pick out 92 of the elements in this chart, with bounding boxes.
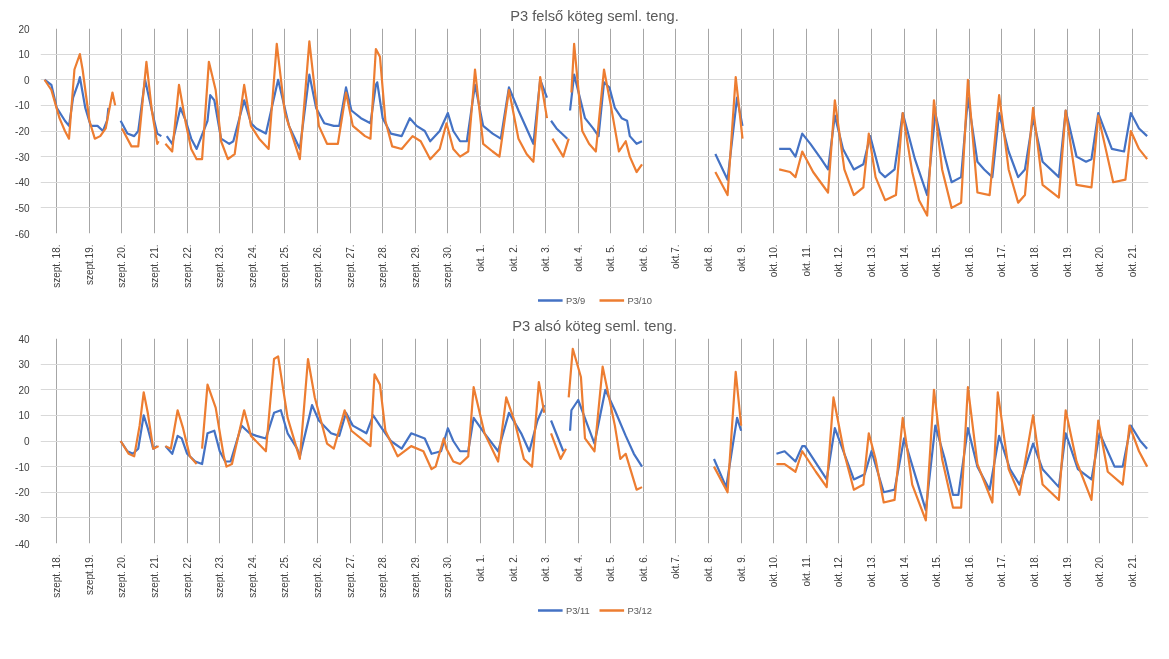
x-tick-label: okt. 9. (735, 554, 747, 582)
x-tick-label: szept. 25. (279, 244, 291, 288)
legend-label: P3/11 (565, 605, 590, 616)
x-tick-label: szept.19. (83, 554, 95, 596)
x-tick-label: okt. 13. (866, 554, 877, 588)
x-tick-label: szept. 21. (149, 554, 161, 598)
x-tick-label: okt. 8. (703, 554, 715, 582)
y-tick-label: 0 (23, 74, 30, 86)
x-tick-label: okt. 18. (1028, 554, 1040, 588)
x-tick-label: okt. 6. (637, 554, 649, 582)
x-tick-label: szept. 22. (181, 244, 193, 288)
x-tick-label: okt. 14. (898, 244, 910, 278)
x-tick-label: szept. 23. (214, 244, 226, 288)
y-tick-label: 20 (18, 384, 30, 396)
x-tick-label: okt. 11. (800, 244, 812, 277)
x-tick-label: okt. 19. (1061, 554, 1073, 588)
y-tick-label: 20 (18, 23, 30, 35)
y-tick-label: 10 (18, 49, 30, 61)
legend-label: P3/10 (627, 295, 652, 306)
y-tick-label: -20 (15, 126, 30, 137)
y-tick-label: -10 (15, 461, 30, 473)
x-tick-label: szept. 24. (246, 244, 258, 288)
x-tick-label: szept. 29. (409, 554, 421, 598)
y-tick-label: -30 (15, 151, 30, 163)
x-tick-label: okt. 12. (833, 554, 845, 588)
y-tick-label: -40 (15, 177, 30, 189)
chart-title: P3 felső köteg seml. teng. (510, 7, 679, 24)
x-tick-label: okt. 5. (605, 554, 617, 582)
x-tick-label: okt. 3. (540, 554, 552, 582)
x-tick-label: szept. 25. (279, 554, 291, 598)
x-tick-label: szept.19. (83, 244, 95, 286)
x-tick-label: szept. 28. (377, 244, 389, 288)
x-tick-label: szept. 21. (149, 244, 161, 288)
y-tick-label: -10 (15, 100, 30, 112)
x-tick-label: szept. 23. (214, 554, 226, 598)
x-tick-label: szept. 30. (442, 554, 454, 598)
x-tick-label: okt. 5. (605, 244, 617, 272)
x-tick-label: okt. 10. (768, 244, 780, 278)
legend-label: P3/9 (565, 295, 586, 306)
x-tick-label: szept. 29. (409, 244, 421, 288)
y-tick-label: 30 (18, 359, 30, 371)
x-tick-label: szept. 27. (344, 244, 356, 288)
x-tick-label: okt. 2. (507, 554, 519, 582)
x-tick-label: okt. 20. (1094, 554, 1106, 588)
x-tick-label: szept. 20. (116, 554, 128, 598)
x-tick-label: okt. 3. (540, 244, 552, 272)
x-tick-label: okt. 21. (1126, 244, 1138, 278)
x-tick-label: okt. 2. (507, 244, 519, 272)
x-tick-label: okt. 17. (996, 244, 1008, 278)
x-tick-label: okt. 8. (703, 244, 715, 272)
x-tick-label: szept. 28. (377, 554, 389, 598)
x-tick-label: okt. 1. (474, 554, 486, 582)
x-tick-label: okt. 13. (866, 244, 877, 278)
x-tick-label: szept. 24. (246, 554, 258, 598)
x-tick-label: okt. 11. (800, 554, 812, 587)
x-tick-label: okt. 9. (735, 244, 747, 272)
y-tick-label: -20 (15, 487, 30, 499)
y-tick-label: 0 (23, 436, 30, 447)
x-tick-label: okt. 12. (833, 244, 845, 278)
x-tick-label: okt. 15. (931, 554, 943, 588)
y-tick-label: -50 (15, 202, 30, 214)
y-tick-label: -30 (15, 512, 30, 524)
x-tick-label: okt. 1. (474, 244, 486, 272)
x-tick-label: szept. 18. (51, 244, 63, 288)
x-tick-label: szept. 20. (116, 244, 128, 288)
x-tick-label: szept. 27. (344, 554, 356, 598)
y-tick-label: -40 (15, 538, 30, 550)
x-tick-label: okt. 21. (1126, 554, 1138, 588)
x-tick-label: okt.7. (670, 244, 682, 269)
x-tick-label: szept. 26. (312, 554, 323, 598)
x-tick-label: szept. 26. (312, 244, 323, 288)
x-tick-label: szept. 22. (181, 554, 193, 598)
y-tick-label: 40 (18, 333, 30, 345)
x-tick-label: szept. 30. (442, 244, 454, 288)
x-tick-label: okt. 14. (898, 554, 910, 588)
x-tick-label: okt. 17. (996, 554, 1008, 588)
x-tick-label: okt. 4. (572, 244, 584, 272)
x-tick-label: okt. 10. (768, 554, 780, 588)
chart-title: P3 alsó köteg seml. teng. (512, 317, 677, 334)
x-tick-label: okt. 19. (1061, 244, 1073, 278)
x-tick-label: okt. 18. (1028, 244, 1040, 278)
x-tick-label: okt.7. (670, 554, 682, 579)
x-tick-label: okt. 15. (931, 244, 943, 278)
legend-label: P3/12 (627, 605, 652, 616)
x-tick-label: okt. 4. (572, 554, 584, 582)
y-tick-label: 10 (18, 410, 30, 422)
x-tick-label: okt. 16. (963, 244, 975, 278)
x-tick-label: szept. 18. (51, 554, 63, 598)
x-tick-label: okt. 6. (637, 244, 649, 272)
y-tick-label: -60 (15, 228, 30, 240)
x-tick-label: okt. 16. (963, 554, 975, 588)
x-tick-label: okt. 20. (1094, 244, 1106, 278)
